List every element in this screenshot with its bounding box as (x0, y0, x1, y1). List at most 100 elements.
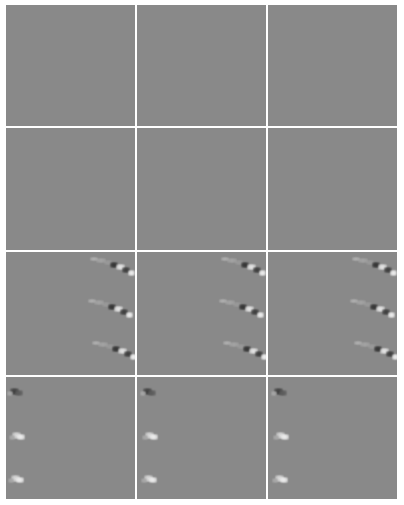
activation-spot (255, 351, 263, 357)
activation-spot (364, 302, 372, 307)
activation-spot (120, 309, 128, 315)
activation-spot (148, 390, 156, 396)
activation-spot (88, 299, 96, 303)
activation-spot (106, 344, 114, 349)
activation-spot (94, 300, 104, 305)
activation-spot (141, 478, 147, 483)
activation-spot (274, 388, 283, 395)
activation-spot (149, 477, 157, 483)
activation-spot (358, 258, 368, 263)
activation-spot (384, 267, 392, 273)
activation-spot (257, 312, 264, 318)
activation-spot (233, 302, 241, 307)
activation-spot (8, 478, 14, 483)
activation-spot (350, 299, 358, 303)
activation-spot (392, 354, 397, 360)
activation-spot (235, 260, 243, 265)
activation-spot (11, 475, 20, 482)
activation-spot (92, 341, 100, 345)
activation-spot (219, 299, 227, 303)
activation-spot (223, 341, 231, 345)
activation-spot (272, 478, 278, 483)
activation-spot (394, 315, 397, 320)
activation-spot (253, 267, 261, 273)
activation-spot (124, 351, 132, 357)
activation-spot (140, 391, 146, 396)
activation-spot (10, 388, 19, 395)
activation-spot (279, 390, 287, 396)
activation-spot (280, 477, 288, 483)
activation-spot (372, 262, 380, 268)
activation-spot (281, 434, 289, 440)
activation-spot (145, 432, 154, 439)
filter-tile-r1-c1 (137, 128, 266, 250)
activation-spot (16, 477, 24, 483)
activation-spot (265, 273, 266, 278)
activation-spot (17, 434, 25, 440)
activation-spot (368, 344, 376, 349)
activation-spot (132, 315, 135, 320)
activation-spot (247, 264, 256, 270)
filter-tile-r0-c2 (268, 5, 397, 126)
activation-spot (90, 257, 98, 261)
activation-spot (118, 348, 127, 354)
activation-spot (130, 354, 135, 360)
activation-spot (108, 304, 116, 310)
activation-spot (144, 475, 153, 482)
filter-tile-r2-c0 (6, 252, 135, 375)
activation-spot (102, 302, 110, 307)
activation-spot (114, 306, 123, 312)
activation-spot (98, 342, 108, 347)
activation-spot (96, 258, 106, 263)
activation-spot (366, 260, 374, 265)
activation-spot (225, 300, 235, 305)
activation-spot (356, 300, 366, 305)
filter-tile-r2-c1 (137, 252, 266, 375)
activation-spot (378, 264, 387, 270)
activation-spot (126, 312, 133, 318)
activation-spot (275, 475, 284, 482)
activation-spot (142, 435, 148, 440)
activation-spot (360, 342, 370, 347)
filter-tile-r3-c0 (6, 377, 135, 499)
activation-spot (122, 267, 130, 273)
activation-spot (150, 434, 158, 440)
activation-spot (243, 346, 251, 352)
activation-spot (7, 391, 13, 396)
activation-spot (12, 432, 21, 439)
activation-spot (239, 304, 247, 310)
activation-spot (261, 354, 266, 360)
activation-spot (263, 315, 266, 320)
activation-spot (386, 351, 394, 357)
activation-spot (143, 388, 152, 395)
filter-tile-r1-c2 (268, 128, 397, 250)
activation-spot (128, 270, 135, 276)
activation-spot (249, 348, 258, 354)
activation-spot (382, 309, 390, 315)
activation-spot (245, 306, 254, 312)
activation-spot (15, 390, 23, 396)
filter-tile-r3-c1 (137, 377, 266, 499)
activation-spot (251, 309, 259, 315)
activation-spot (116, 264, 125, 270)
activation-spot (354, 341, 362, 345)
activation-spot (271, 391, 277, 396)
activation-spot (104, 260, 112, 265)
activation-spot (273, 435, 279, 440)
activation-spot (227, 258, 237, 263)
filter-tile-r2-c2 (268, 252, 397, 375)
activation-spot (259, 270, 266, 276)
activation-spot (370, 304, 378, 310)
filter-tile-r0-c0 (6, 5, 135, 126)
activation-spot (390, 270, 397, 276)
activation-spot (276, 432, 285, 439)
activation-spot (241, 262, 249, 268)
activation-spot (396, 273, 397, 278)
activation-spot (134, 273, 135, 278)
activation-spot (380, 348, 389, 354)
filter-tile-r3-c2 (268, 377, 397, 499)
filter-tile-r1-c0 (6, 128, 135, 250)
activation-spot (112, 346, 120, 352)
activation-spot (229, 342, 239, 347)
